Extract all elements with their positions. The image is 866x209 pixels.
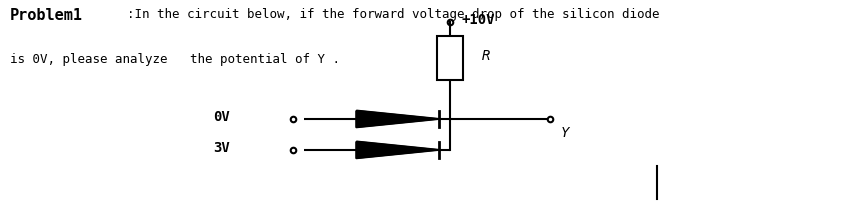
Polygon shape — [356, 141, 438, 158]
Text: 0V: 0V — [213, 110, 229, 124]
Text: 3V: 3V — [213, 141, 229, 155]
Polygon shape — [356, 111, 438, 127]
FancyBboxPatch shape — [437, 36, 463, 80]
Text: :In the circuit below, if the forward voltage drop of the silicon diode: :In the circuit below, if the forward vo… — [126, 8, 659, 20]
Text: Y: Y — [561, 126, 569, 140]
Text: is 0V, please analyze   the potential of Y .: is 0V, please analyze the potential of Y… — [10, 53, 340, 66]
Text: R: R — [482, 49, 490, 63]
Text: Problem1: Problem1 — [10, 8, 83, 23]
Text: +10V: +10V — [462, 13, 495, 27]
